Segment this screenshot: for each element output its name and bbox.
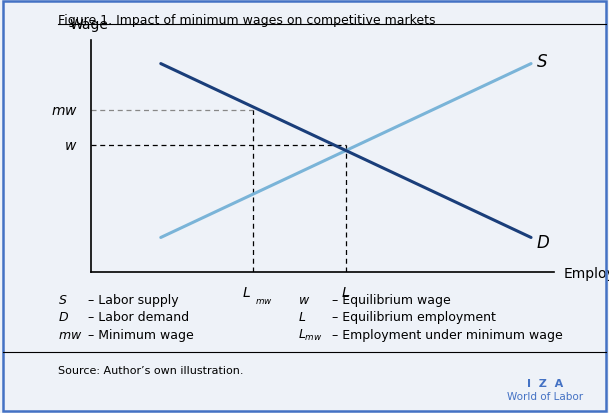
Text: $mw$: $mw$	[58, 328, 82, 341]
Text: $S$: $S$	[536, 53, 547, 71]
Text: – Labor supply: – Labor supply	[88, 293, 179, 306]
Text: Source: Author’s own illustration.: Source: Author’s own illustration.	[58, 365, 244, 375]
Text: $L_{mw}$: $L_{mw}$	[298, 327, 323, 342]
Text: – Labor demand: – Labor demand	[88, 311, 189, 324]
Text: I  Z  A: I Z A	[527, 378, 563, 388]
Text: $w$: $w$	[298, 293, 311, 306]
Text: $L$: $L$	[242, 285, 251, 299]
Text: $L$: $L$	[298, 311, 306, 324]
Text: $D$: $D$	[58, 311, 69, 324]
Text: $S$: $S$	[58, 293, 68, 306]
Text: – Employment under minimum wage: – Employment under minimum wage	[332, 328, 563, 341]
Text: – Equilibrium wage: – Equilibrium wage	[332, 293, 451, 306]
Text: $D$: $D$	[536, 233, 550, 252]
Text: $mw$: $mw$	[51, 104, 77, 118]
Text: $L$: $L$	[342, 285, 350, 299]
Text: Employment: Employment	[563, 267, 609, 281]
Text: World of Labor: World of Labor	[507, 391, 583, 401]
Text: – Equilibrium employment: – Equilibrium employment	[332, 311, 496, 324]
Text: – Minimum wage: – Minimum wage	[88, 328, 194, 341]
Text: $_{mw}$: $_{mw}$	[255, 293, 272, 306]
Text: Figure 1. Impact of minimum wages on competitive markets: Figure 1. Impact of minimum wages on com…	[58, 14, 435, 27]
Text: Wage: Wage	[69, 18, 108, 32]
Text: $w$: $w$	[64, 138, 77, 152]
